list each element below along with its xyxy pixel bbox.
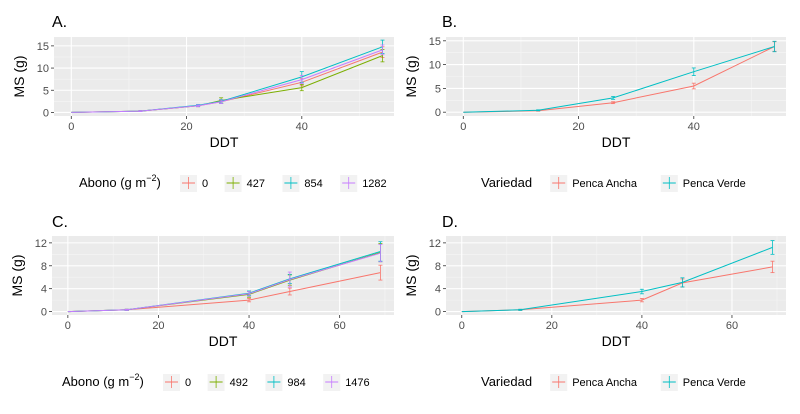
legend-title-main: Abono (g	[62, 374, 118, 389]
x-tick-label: 60	[334, 320, 346, 332]
legend-title-close: )	[139, 374, 143, 389]
legend-label: 427	[247, 178, 265, 190]
panel-letter: C.	[52, 214, 68, 231]
plot-background	[446, 236, 786, 315]
panel-a: 0 20 40 0 5 10 15A. DDT MS (g) Abono (g m−2) 0 427 8…	[11, 14, 394, 192]
plot-background	[52, 236, 394, 315]
y-tick-label: 15	[37, 41, 49, 53]
legend-title: Abono (g m−2)	[79, 173, 161, 190]
legend-title: Variedad	[481, 175, 532, 190]
legend-label: 492	[230, 377, 248, 389]
y-tick-label: 12	[35, 238, 47, 250]
legend: Variedad Penca Ancha Penca Verde	[481, 175, 746, 192]
x-axis-title: DDT	[209, 333, 238, 349]
x-axis-title: DDT	[602, 134, 631, 150]
y-tick-label: 8	[41, 261, 47, 273]
x-tick-label: 40	[636, 320, 648, 332]
x-tick-label: 40	[688, 121, 700, 133]
legend-title-unit: m	[135, 175, 146, 190]
legend-label: Penca Verde	[683, 178, 746, 190]
legend-title-close: )	[156, 175, 160, 190]
y-tick-label: 4	[41, 284, 47, 296]
legend: Abono (g m−2) 0 427 854 1282	[79, 173, 387, 192]
x-tick-label: 40	[296, 121, 308, 133]
y-tick-label: 5	[435, 83, 441, 95]
x-tick-label: 0	[459, 320, 465, 332]
x-axis-title: DDT	[210, 134, 239, 150]
panel-c: 0 20 40 60 0 4 8 12 C. DDT MS (g) Abono (g m−2) 0 492…	[9, 214, 394, 391]
legend: Variedad Penca Ancha Penca Verde	[481, 374, 746, 391]
y-tick-label: 5	[43, 85, 49, 97]
y-axis-title: MS (g)	[11, 56, 27, 98]
series-line-1282	[71, 49, 383, 113]
x-tick-label: 40	[243, 320, 255, 332]
legend-label: Penca Ancha	[572, 178, 638, 190]
x-tick-label: 60	[726, 320, 738, 332]
y-tick-label: 0	[43, 107, 49, 119]
x-tick-label: 20	[152, 320, 164, 332]
x-tick-label: 20	[546, 320, 558, 332]
x-tick-label: 0	[68, 121, 74, 133]
legend-label: Penca Verde	[683, 377, 746, 389]
legend: Abono (g m−2) 0 492 984 1476	[62, 372, 370, 391]
x-tick-label: 20	[180, 121, 192, 133]
legend-label: 0	[185, 377, 191, 389]
legend-label: 854	[304, 178, 322, 190]
x-axis-title: DDT	[602, 333, 631, 349]
y-tick-label: 10	[37, 63, 49, 75]
legend-label: 0	[202, 178, 208, 190]
legend-label: 1476	[345, 377, 369, 389]
y-tick-label: 4	[435, 284, 441, 296]
legend-title-exponent: −2	[146, 173, 156, 183]
y-axis-title: MS (g)	[403, 255, 419, 297]
y-tick-label: 10	[429, 60, 441, 72]
x-tick-label: 0	[65, 320, 71, 332]
y-tick-label: 12	[429, 238, 441, 250]
y-tick-label: 8	[435, 261, 441, 273]
y-tick-label: 15	[429, 36, 441, 48]
plot-background	[54, 37, 394, 116]
legend-title: Abono (g m−2)	[62, 372, 144, 389]
panel-d: 0 20 40 60 0 4 8 12D. DDT MS (g) Variedad Penca Anc…	[403, 214, 786, 391]
x-tick-label: 0	[460, 121, 466, 133]
panel-letter: D.	[442, 214, 458, 231]
y-tick-label: 0	[41, 307, 47, 319]
legend-title: Variedad	[481, 374, 532, 389]
y-axis-title: MS (g)	[9, 255, 25, 297]
panel-letter: A.	[52, 14, 67, 31]
panel-b: 0 20 40 0 5 10 15B. DDT MS (g) Variedad Penca Anch…	[403, 14, 786, 192]
legend-label: 1282	[362, 178, 386, 190]
legend-title-unit: m	[118, 374, 129, 389]
legend-label: Penca Ancha	[572, 377, 638, 389]
panel-letter: B.	[442, 14, 457, 31]
legend-title-main: Abono (g	[79, 175, 135, 190]
x-tick-label: 20	[572, 121, 584, 133]
legend-label: 984	[287, 377, 305, 389]
y-axis-title: MS (g)	[403, 56, 419, 98]
y-tick-label: 0	[435, 307, 441, 319]
legend-title-exponent: −2	[129, 372, 139, 382]
y-tick-label: 0	[435, 107, 441, 119]
